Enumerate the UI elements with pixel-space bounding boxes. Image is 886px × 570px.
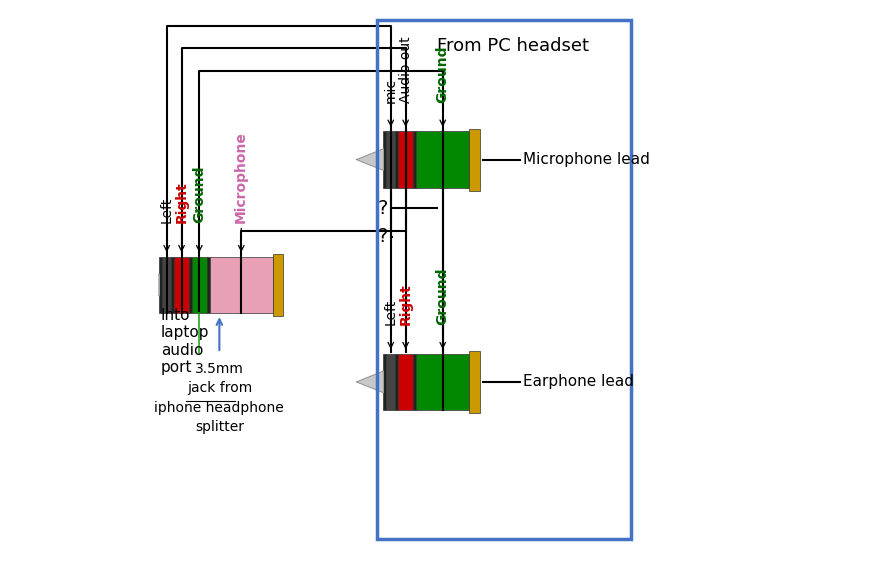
Bar bbox=[413, 354, 416, 410]
Polygon shape bbox=[356, 371, 384, 393]
Bar bbox=[377, 20, 631, 539]
Bar bbox=[386, 132, 395, 188]
Text: ?: ? bbox=[377, 227, 388, 246]
Text: mic: mic bbox=[384, 78, 398, 103]
Bar bbox=[206, 257, 210, 313]
Bar bbox=[384, 354, 386, 410]
Text: Microphone: Microphone bbox=[234, 131, 248, 223]
Bar bbox=[399, 354, 413, 410]
Bar bbox=[413, 132, 416, 188]
Text: Ground: Ground bbox=[192, 165, 206, 223]
Bar bbox=[189, 257, 192, 313]
Bar bbox=[175, 257, 189, 313]
Text: Ground: Ground bbox=[436, 46, 450, 103]
Text: Into
laptop
audio
port: Into laptop audio port bbox=[161, 308, 209, 375]
Bar bbox=[159, 257, 162, 313]
Text: Right: Right bbox=[399, 283, 413, 325]
Polygon shape bbox=[356, 149, 384, 170]
Bar bbox=[399, 132, 413, 188]
Bar bbox=[171, 257, 175, 313]
Bar bbox=[386, 354, 395, 410]
Text: Microphone lead: Microphone lead bbox=[523, 152, 649, 167]
Text: From PC headset: From PC headset bbox=[438, 37, 589, 55]
Text: Earphone lead: Earphone lead bbox=[523, 374, 633, 389]
Bar bbox=[162, 257, 171, 313]
Text: Audio out: Audio out bbox=[399, 36, 413, 103]
Text: Right: Right bbox=[175, 181, 189, 223]
Bar bbox=[273, 254, 284, 316]
Bar bbox=[395, 354, 399, 410]
Text: 3.5mm
jack from
iphone headphone
splitter: 3.5mm jack from iphone headphone splitte… bbox=[154, 361, 284, 434]
Bar bbox=[470, 351, 480, 413]
Bar bbox=[384, 132, 386, 188]
Bar bbox=[416, 354, 470, 410]
Bar bbox=[395, 132, 399, 188]
Bar bbox=[210, 257, 273, 313]
Text: ?: ? bbox=[377, 199, 388, 218]
Bar bbox=[470, 129, 480, 190]
Bar bbox=[192, 257, 206, 313]
Text: Left: Left bbox=[384, 299, 398, 325]
Text: Ground: Ground bbox=[436, 268, 450, 325]
Polygon shape bbox=[133, 274, 159, 296]
Bar bbox=[416, 132, 470, 188]
Text: Left: Left bbox=[159, 197, 174, 223]
